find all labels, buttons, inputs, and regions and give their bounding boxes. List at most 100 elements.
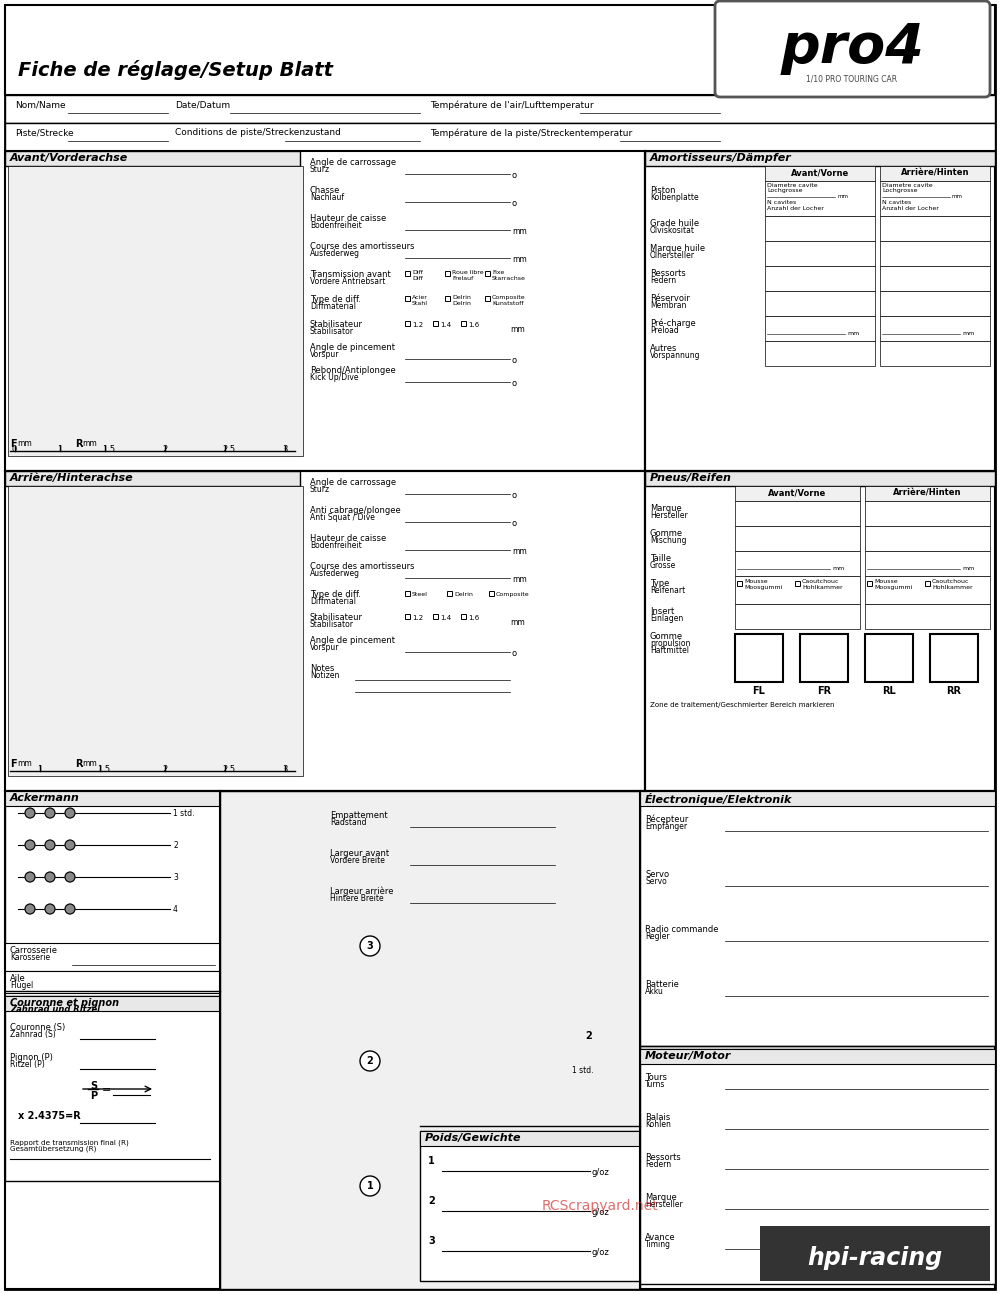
Text: Diffmaterial: Diffmaterial: [310, 597, 356, 606]
Text: Vorspur: Vorspur: [310, 349, 340, 358]
Text: mm: mm: [952, 194, 963, 199]
Text: Starrachse: Starrachse: [492, 276, 526, 281]
Text: o: o: [512, 356, 517, 365]
Text: R: R: [75, 760, 82, 769]
Bar: [865, 501, 990, 525]
Text: Moosgummi: Moosgummi: [874, 585, 912, 590]
Text: Kolbenplatte: Kolbenplatte: [650, 193, 699, 202]
Bar: [5, 471, 645, 791]
Text: Conditions de piste/Streckenzustand: Conditions de piste/Streckenzustand: [175, 128, 341, 137]
Circle shape: [25, 872, 35, 883]
Text: Federn: Federn: [650, 276, 676, 285]
Bar: [880, 316, 990, 342]
Text: Stabilisateur: Stabilisateur: [310, 320, 363, 329]
Bar: [865, 604, 990, 629]
Text: Électronique/Elektronik: Électronique/Elektronik: [645, 793, 792, 805]
Text: Radstand: Radstand: [330, 818, 366, 827]
Text: Arrière/Hinten: Arrière/Hinten: [901, 168, 969, 177]
Circle shape: [65, 807, 75, 818]
Bar: [5, 791, 995, 1289]
Text: Avant/Vorne: Avant/Vorne: [791, 168, 849, 177]
Text: Angle de carrossage: Angle de carrossage: [310, 477, 396, 487]
Text: Membran: Membran: [650, 302, 686, 311]
Text: RL: RL: [882, 686, 896, 696]
Text: Rapport de transmission final (R): Rapport de transmission final (R): [10, 1139, 129, 1145]
Text: mm: mm: [82, 760, 97, 769]
Text: Mischung: Mischung: [650, 536, 686, 545]
Bar: [865, 551, 990, 576]
Text: Arrière/Hinten: Arrière/Hinten: [893, 488, 961, 497]
Text: o: o: [512, 519, 517, 528]
Text: Stabilisateur: Stabilisateur: [310, 613, 363, 622]
Text: Stahl: Stahl: [412, 302, 428, 305]
Text: Largeur arrière: Largeur arrière: [330, 886, 394, 897]
Bar: [735, 487, 860, 501]
Bar: [865, 525, 990, 551]
Text: Vordere Breite: Vordere Breite: [330, 857, 385, 864]
Text: 4: 4: [173, 905, 178, 914]
FancyBboxPatch shape: [715, 1, 990, 97]
Bar: [405, 591, 410, 597]
Text: Fixe: Fixe: [492, 270, 504, 276]
Text: Empattement: Empattement: [330, 811, 388, 820]
Text: Grade huile: Grade huile: [650, 219, 699, 228]
Text: Servo: Servo: [645, 870, 669, 879]
Bar: [5, 970, 220, 992]
Text: mm: mm: [17, 439, 32, 448]
Text: Sturz: Sturz: [310, 485, 330, 494]
Bar: [5, 5, 995, 94]
Text: 2: 2: [428, 1196, 435, 1206]
Text: 2: 2: [367, 1056, 373, 1066]
Text: g/oz: g/oz: [592, 1209, 610, 1216]
Text: o: o: [512, 379, 517, 388]
Bar: [735, 551, 860, 576]
Text: 1 std.: 1 std.: [572, 1066, 594, 1075]
Bar: [765, 267, 875, 291]
Text: Regler: Regler: [645, 932, 670, 941]
Bar: [925, 581, 930, 586]
Text: Pré-charge: Pré-charge: [650, 320, 696, 329]
Bar: [880, 267, 990, 291]
Circle shape: [25, 840, 35, 850]
Circle shape: [65, 905, 75, 914]
Text: Sturz: Sturz: [310, 166, 330, 173]
Text: mm: mm: [510, 619, 525, 628]
Bar: [737, 581, 742, 586]
Text: Ausfederweg: Ausfederweg: [310, 569, 360, 578]
Bar: [461, 613, 466, 619]
Text: 2.5: 2.5: [222, 445, 235, 454]
Text: F: F: [10, 760, 17, 769]
Bar: [405, 613, 410, 619]
Bar: [765, 216, 875, 241]
Text: 3: 3: [282, 765, 287, 774]
Text: x 2.4375=R: x 2.4375=R: [18, 1112, 81, 1121]
Text: Composite: Composite: [492, 295, 526, 300]
Text: Anzahl der Locher: Anzahl der Locher: [882, 206, 939, 211]
Bar: [5, 94, 995, 123]
Bar: [8, 487, 303, 776]
Text: F: F: [10, 439, 17, 449]
Text: Haftmittel: Haftmittel: [650, 646, 689, 655]
Bar: [5, 471, 300, 487]
Text: Angle de carrossage: Angle de carrossage: [310, 158, 396, 167]
Text: Caoutchouc: Caoutchouc: [932, 578, 970, 584]
Bar: [433, 321, 438, 326]
Text: Couronne (S): Couronne (S): [10, 1024, 65, 1033]
Text: Anti cabrage/plongee: Anti cabrage/plongee: [310, 506, 401, 515]
Text: Mousse: Mousse: [744, 578, 768, 584]
Text: mm: mm: [17, 760, 32, 769]
Text: Poids/Gewichte: Poids/Gewichte: [425, 1134, 522, 1143]
Text: =: =: [102, 1084, 111, 1095]
Bar: [445, 296, 450, 302]
Text: Grosse: Grosse: [650, 562, 676, 569]
Text: Empfänger: Empfänger: [645, 822, 687, 831]
Text: Gomme: Gomme: [650, 529, 683, 538]
Text: 2: 2: [173, 841, 178, 850]
Bar: [735, 634, 783, 682]
Text: Anti Squat / Dive: Anti Squat / Dive: [310, 512, 375, 521]
Text: Delrin: Delrin: [454, 591, 473, 597]
Bar: [645, 151, 995, 471]
Text: Marque: Marque: [645, 1193, 677, 1202]
Bar: [865, 487, 990, 501]
Bar: [485, 296, 490, 302]
